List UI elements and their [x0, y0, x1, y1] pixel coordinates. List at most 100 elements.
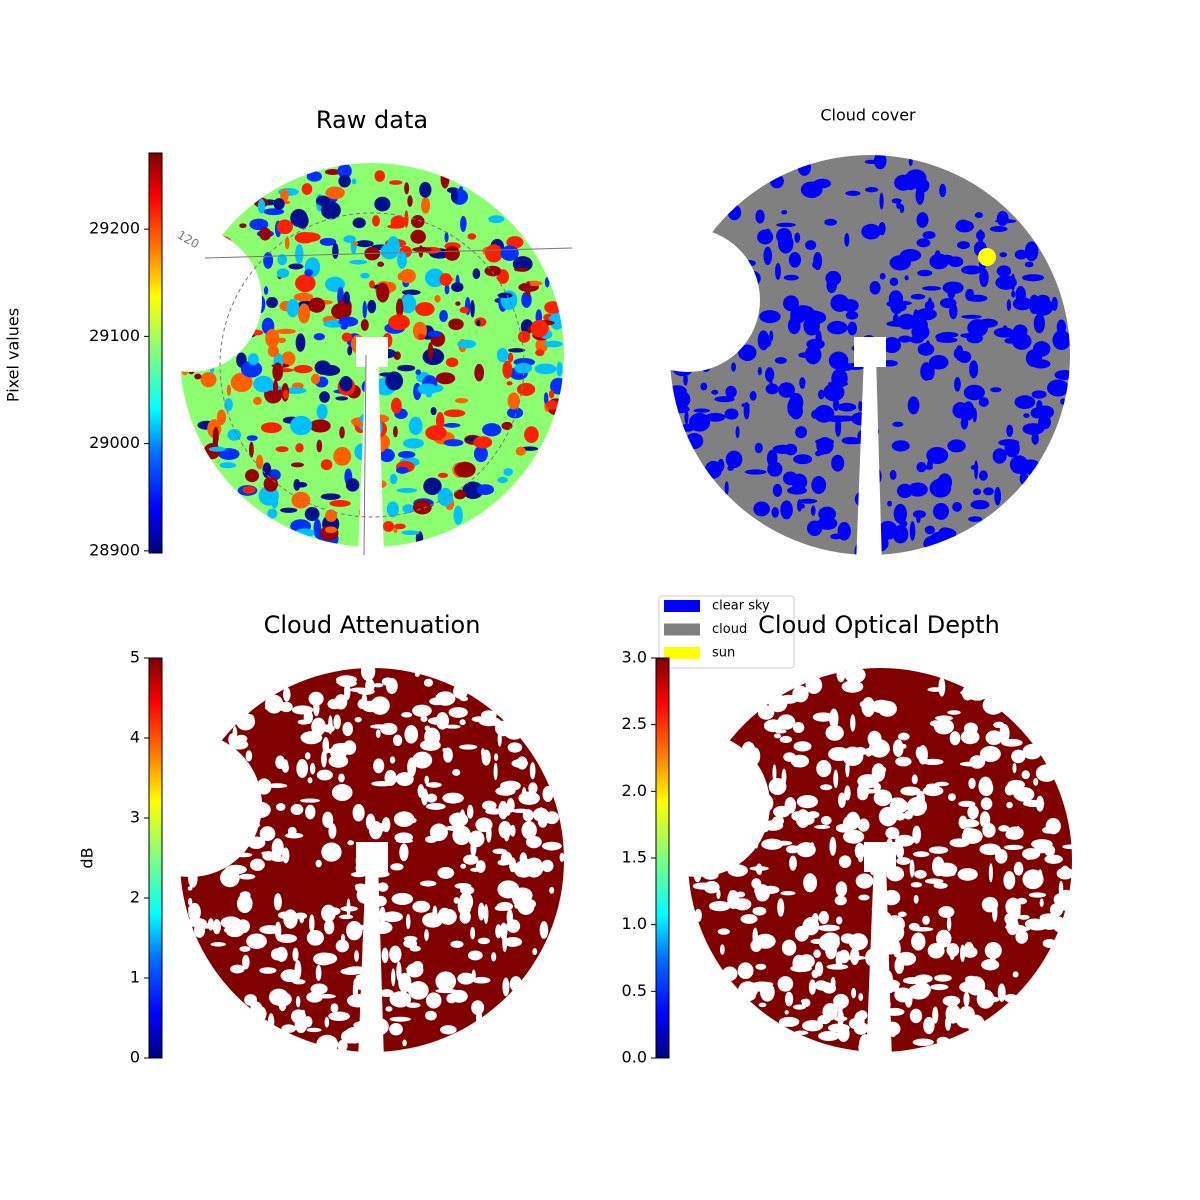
- colorbar-tick-label: 0.5: [622, 981, 647, 1000]
- image-blob: [346, 920, 363, 941]
- image-blob: [337, 1039, 348, 1052]
- image-blob: [336, 679, 347, 685]
- image-blob: [525, 281, 531, 297]
- image-blob: [529, 762, 536, 780]
- image-blob: [443, 747, 453, 763]
- image-blob: [197, 340, 208, 348]
- legend-patch: [664, 623, 700, 636]
- image-blob: [831, 454, 845, 472]
- image-blob: [963, 941, 974, 958]
- image-blob: [277, 911, 292, 919]
- image-blob: [541, 859, 554, 873]
- image-blob: [381, 677, 394, 686]
- panel-title: Cloud Optical Depth: [758, 611, 1000, 639]
- image-blob: [475, 817, 493, 833]
- image-blob: [830, 294, 849, 312]
- image-blob: [900, 786, 921, 796]
- image-blob: [740, 914, 758, 924]
- image-blob: [704, 460, 722, 479]
- image-blob: [842, 815, 857, 832]
- image-blob: [472, 976, 491, 984]
- image-blob: [390, 397, 402, 414]
- image-blob: [985, 730, 1003, 746]
- image-blob: [457, 339, 477, 349]
- image-blob: [310, 983, 328, 995]
- image-blob: [351, 178, 357, 185]
- image-blob: [264, 704, 285, 712]
- image-blob: [870, 699, 892, 714]
- legend-patch: [664, 647, 700, 659]
- image-blob: [753, 501, 770, 517]
- image-blob: [833, 769, 839, 789]
- image-blob: [379, 448, 395, 463]
- image-blob: [764, 367, 775, 383]
- image-blob: [332, 742, 354, 749]
- image-blob: [808, 979, 816, 995]
- image-blob: [500, 780, 521, 792]
- image-blob: [538, 807, 545, 818]
- image-blob: [429, 697, 445, 706]
- image-blob: [834, 895, 847, 906]
- image-blob: [444, 231, 449, 243]
- image-blob: [938, 677, 946, 697]
- image-blob: [859, 1034, 872, 1054]
- image-blob: [866, 466, 882, 486]
- image-blob: [693, 408, 711, 413]
- image-blob: [295, 333, 306, 352]
- image-blob: [404, 210, 409, 228]
- image-blob: [825, 270, 842, 286]
- image-blob: [914, 869, 927, 879]
- image-blob: [997, 983, 1006, 1002]
- image-blob: [750, 826, 769, 834]
- image-blob: [857, 818, 870, 832]
- image-blob: [488, 215, 505, 224]
- image-blob: [224, 398, 233, 412]
- image-blob: [476, 484, 495, 495]
- image-blob: [936, 929, 952, 948]
- image-blob: [701, 359, 711, 372]
- image-blob: [333, 714, 341, 730]
- image-blob: [1015, 929, 1029, 944]
- image-blob: [949, 731, 961, 746]
- image-blob: [735, 795, 751, 809]
- image-blob: [799, 377, 806, 389]
- image-blob: [756, 788, 764, 809]
- image-blob: [263, 286, 269, 295]
- image-blob: [385, 371, 404, 391]
- image-blob: [781, 939, 797, 956]
- image-blob: [425, 992, 442, 1009]
- image-blob: [403, 438, 424, 449]
- image-blob: [850, 714, 856, 732]
- image-blob: [246, 714, 255, 724]
- image-blob: [253, 375, 274, 393]
- image-blob: [328, 1011, 350, 1021]
- image-blob: [771, 506, 779, 518]
- image-blob: [741, 741, 756, 762]
- image-blob: [342, 721, 353, 737]
- image-blob: [780, 500, 793, 520]
- image-blob: [187, 360, 196, 375]
- image-blob: [870, 869, 886, 877]
- image-blob: [273, 893, 282, 911]
- image-blob: [864, 342, 874, 350]
- image-blob: [692, 882, 714, 890]
- panel-title: Cloud cover: [820, 106, 916, 125]
- image-blob: [313, 333, 325, 341]
- image-blob: [844, 666, 866, 684]
- image-blob: [263, 208, 285, 216]
- image-blob: [792, 685, 809, 703]
- image-blob: [548, 390, 555, 399]
- image-blob: [377, 882, 389, 892]
- colorbar-tick-label: 3.0: [622, 648, 647, 667]
- image-blob: [906, 797, 928, 816]
- image-blob: [865, 949, 879, 967]
- image-blob: [911, 774, 918, 785]
- image-blob: [245, 274, 259, 281]
- image-blob: [792, 722, 805, 733]
- image-blob: [316, 1034, 339, 1054]
- image-blob: [725, 385, 737, 399]
- image-blob: [512, 887, 533, 904]
- image-blob: [215, 824, 225, 838]
- image-blob: [1030, 407, 1043, 419]
- sky-image: [176, 163, 567, 549]
